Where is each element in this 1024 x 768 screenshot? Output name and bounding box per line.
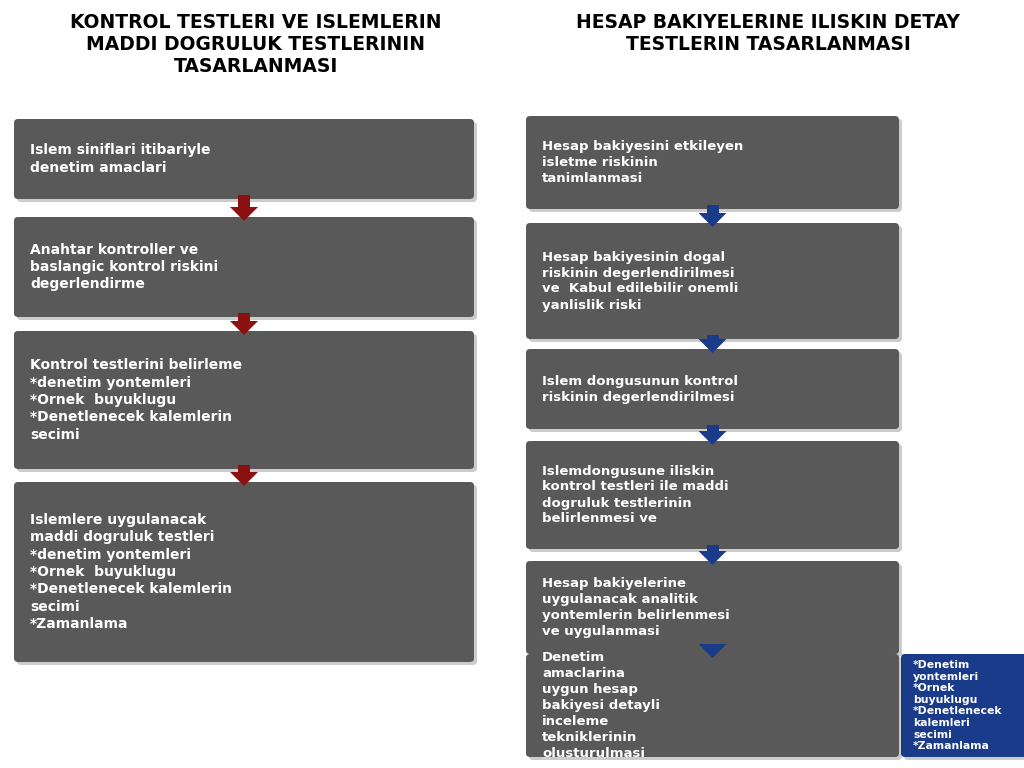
FancyBboxPatch shape — [526, 223, 899, 339]
FancyBboxPatch shape — [14, 119, 474, 199]
Polygon shape — [707, 545, 719, 551]
Text: Anahtar kontroller ve
baslangic kontrol riskini
degerlendirme: Anahtar kontroller ve baslangic kontrol … — [30, 243, 218, 291]
Text: Kontrol testlerini belirleme
*denetim yontemleri
*Ornek  buyuklugu
*Denetlenecek: Kontrol testlerini belirleme *denetim yo… — [30, 359, 242, 442]
Polygon shape — [707, 335, 719, 339]
Polygon shape — [230, 472, 258, 486]
Polygon shape — [698, 431, 726, 445]
FancyBboxPatch shape — [17, 485, 477, 665]
FancyBboxPatch shape — [17, 220, 477, 320]
FancyBboxPatch shape — [529, 564, 902, 657]
Text: Hesap bakiyesinin dogal
riskinin degerlendirilmesi
ve  Kabul edilebilir onemli
y: Hesap bakiyesinin dogal riskinin degerle… — [542, 250, 738, 312]
FancyBboxPatch shape — [14, 331, 474, 469]
Text: Hesap bakiyesini etkileyen
isletme riskinin
tanimlanmasi: Hesap bakiyesini etkileyen isletme riski… — [542, 140, 743, 185]
Text: KONTROL TESTLERI VE ISLEMLERIN
MADDI DOGRULUK TESTLERININ
TASARLANMASI: KONTROL TESTLERI VE ISLEMLERIN MADDI DOG… — [71, 13, 441, 76]
Text: Islemlere uygulanacak
maddi dogruluk testleri
*denetim yontemleri
*Ornek  buyukl: Islemlere uygulanacak maddi dogruluk tes… — [30, 513, 232, 631]
Text: Islem siniflari itibariyle
denetim amaclari: Islem siniflari itibariyle denetim amacl… — [30, 144, 211, 174]
FancyBboxPatch shape — [526, 561, 899, 654]
Text: *Denetim
yontemleri
*Ornek
buyuklugu
*Denetlenecek
kalemleri
secimi
*Zamanlama: *Denetim yontemleri *Ornek buyuklugu *De… — [913, 660, 1002, 751]
FancyBboxPatch shape — [529, 444, 902, 552]
Text: Islemdongusune iliskin
kontrol testleri ile maddi
dogruluk testlerinin
belirlenm: Islemdongusune iliskin kontrol testleri … — [542, 465, 729, 525]
Polygon shape — [707, 425, 719, 431]
Text: Hesap bakiyelerine
uygulanacak analitik
yontemlerin belirlenmesi
ve uygulanmasi: Hesap bakiyelerine uygulanacak analitik … — [542, 577, 730, 638]
Polygon shape — [698, 551, 726, 565]
FancyBboxPatch shape — [529, 352, 902, 432]
Polygon shape — [707, 644, 719, 650]
Polygon shape — [238, 313, 250, 321]
Text: HESAP BAKIYELERINE ILISKIN DETAY
TESTLERIN TASARLANMASI: HESAP BAKIYELERINE ILISKIN DETAY TESTLER… — [577, 13, 959, 54]
Polygon shape — [230, 207, 258, 221]
FancyBboxPatch shape — [529, 226, 902, 342]
Polygon shape — [698, 339, 726, 353]
Polygon shape — [238, 195, 250, 207]
FancyBboxPatch shape — [17, 334, 477, 472]
Polygon shape — [238, 465, 250, 472]
FancyBboxPatch shape — [526, 441, 899, 549]
FancyBboxPatch shape — [14, 482, 474, 662]
Polygon shape — [698, 213, 726, 227]
FancyBboxPatch shape — [14, 217, 474, 317]
Polygon shape — [230, 321, 258, 335]
Text: Denetim
amaclarina
uygun hesap
bakiyesi detayli
inceleme
tekniklerinin
olusturul: Denetim amaclarina uygun hesap bakiyesi … — [542, 651, 660, 760]
FancyBboxPatch shape — [526, 116, 899, 209]
FancyBboxPatch shape — [17, 122, 477, 202]
Polygon shape — [698, 644, 726, 658]
Text: Islem dongusunun kontrol
riskinin degerlendirilmesi: Islem dongusunun kontrol riskinin degerl… — [542, 375, 738, 403]
FancyBboxPatch shape — [526, 654, 899, 757]
Polygon shape — [707, 205, 719, 213]
FancyBboxPatch shape — [901, 654, 1024, 757]
FancyBboxPatch shape — [529, 119, 902, 212]
FancyBboxPatch shape — [529, 657, 902, 760]
FancyBboxPatch shape — [526, 349, 899, 429]
FancyBboxPatch shape — [904, 657, 1024, 760]
